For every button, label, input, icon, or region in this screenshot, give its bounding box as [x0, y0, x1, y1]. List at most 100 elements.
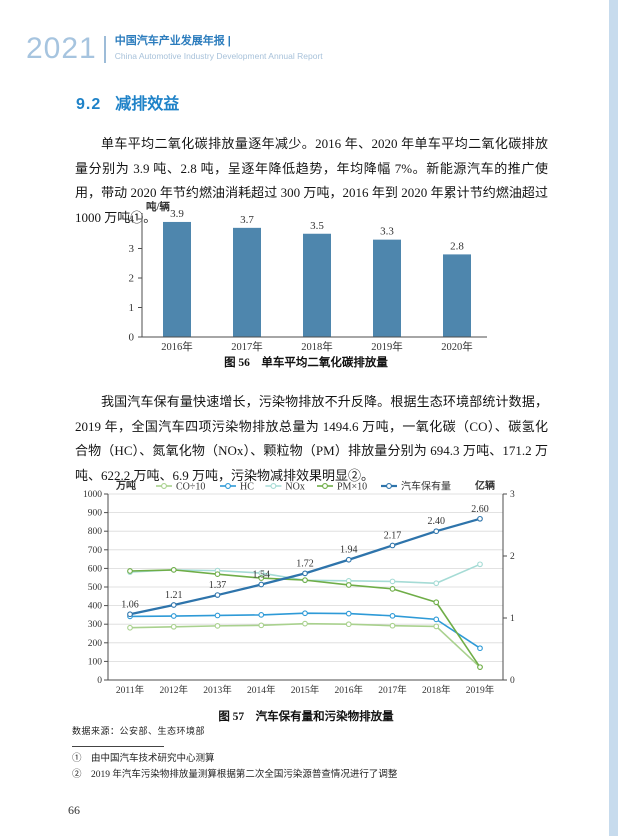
section-number: 9.2 — [76, 96, 102, 113]
data-point — [170, 602, 177, 608]
bar-x-label: 2019年 — [371, 340, 403, 352]
figure-56-caption: 图 56 单车平均二氧化碳排放量 — [224, 357, 388, 369]
data-point — [477, 561, 483, 568]
line-x-label: 2011年 — [116, 684, 145, 696]
right-tick-label: 2 — [510, 552, 515, 562]
data-point — [433, 580, 440, 587]
bar-unit-label: 吨/辆 — [146, 200, 170, 213]
data-point-label: 2.60 — [471, 504, 489, 515]
section-title: 减排效益 — [115, 96, 180, 113]
data-point-label: 1.54 — [253, 570, 271, 581]
footnote-separator — [72, 746, 164, 747]
left-tick-label: 100 — [88, 657, 103, 667]
data-point-label: 1.06 — [121, 599, 139, 610]
data-point — [258, 581, 265, 588]
data-point — [302, 570, 308, 577]
line-x-label: 2018年 — [422, 684, 451, 696]
line-chart-figure-57: CO÷10 HC NOx PM×10 汽车保有量 0 100 200 300 400 500 600 7… — [83, 480, 515, 696]
data-point — [127, 624, 133, 631]
data-point — [433, 528, 440, 535]
legend-marker — [386, 483, 392, 489]
data-point — [433, 623, 440, 630]
right-tick-label: 1 — [510, 614, 515, 624]
data-point-label: 1.72 — [296, 558, 314, 569]
legend-marker — [161, 483, 167, 489]
left-tick-label: 300 — [88, 620, 103, 630]
bar — [443, 254, 471, 337]
bar-x-label: 2020年 — [441, 340, 473, 352]
report-title-en: China Automotive Industry Development An… — [114, 51, 323, 61]
bar — [233, 227, 261, 337]
line-x-label: 2012年 — [159, 684, 188, 696]
section-heading: 9.2 减排效益 — [76, 90, 179, 114]
bar-chart-figure-56: 吨/辆 0 1 2 3 4 3.9 2016年 3.7 2017年 3.5 2018年 3.3 2019年… — [129, 200, 487, 352]
left-tick-label: 500 — [88, 583, 103, 593]
paragraph-co2: 单车平均二氧化碳排放量逐年减少。2016 年、2020 年单车平均二氧化碳排放量… — [75, 136, 548, 225]
header-year: 2021 — [26, 32, 97, 65]
left-tick-label: 1000 — [83, 490, 102, 500]
left-axis-title: 万吨 — [115, 480, 136, 492]
data-point — [477, 645, 483, 652]
bar-x-label: 2018年 — [301, 340, 333, 352]
header-titles: 中国汽车产业发展年报 | China Automotive Industry D… — [115, 35, 323, 62]
data-point — [389, 542, 396, 549]
line-x-label: 2017年 — [378, 684, 407, 696]
right-tick-label: 3 — [510, 490, 515, 500]
bar-x-label: 2017年 — [231, 340, 263, 352]
legend-marker — [225, 483, 231, 489]
paragraph-pollutants: 我国汽车保有量快速增长，污染物排放不升反降。根据生态环境部统计数据，2019 年… — [75, 394, 548, 483]
page-header: 2021 中国汽车产业发展年报 | China Automotive Indus… — [26, 34, 323, 64]
data-point-label: 2.17 — [384, 530, 402, 541]
right-tick-label: 0 — [510, 676, 515, 686]
data-point — [214, 623, 221, 629]
data-point — [302, 610, 308, 617]
legend-label: PM×10 — [337, 482, 367, 493]
bar-value-label: 3.7 — [240, 214, 254, 226]
bar-value-label: 3.3 — [380, 226, 394, 238]
data-point — [170, 567, 177, 573]
data-point — [345, 556, 352, 563]
left-tick-label: 900 — [88, 509, 103, 519]
data-point-label: 2.40 — [428, 516, 446, 527]
bar — [373, 239, 401, 337]
figure-57-caption: 图 57 汽车保有量和污染物排放量 — [218, 711, 394, 723]
legend-marker — [270, 483, 277, 489]
footnotes: ① 由中国汽车技术研究中心测算 ② 2019 年汽车污染物排放量测算根据第二次全… — [72, 751, 397, 783]
left-tick-label: 200 — [88, 639, 103, 649]
data-point — [477, 664, 483, 671]
bar-value-label: 3.5 — [310, 220, 324, 232]
right-axis-title: 亿辆 — [475, 480, 495, 492]
page-edge-band — [609, 0, 618, 836]
data-point — [214, 592, 221, 598]
series-line — [129, 622, 481, 668]
line-x-label: 2016年 — [334, 684, 363, 696]
legend-label: CO÷10 — [176, 482, 205, 493]
data-point — [433, 599, 440, 606]
left-tick-label: 800 — [88, 527, 103, 537]
bar — [303, 233, 331, 337]
left-tick-label: 700 — [88, 546, 103, 556]
bar-value-label: 3.9 — [170, 208, 184, 220]
bar-y-tick-label: 1 — [129, 302, 135, 314]
data-point — [477, 515, 483, 522]
bar-y-tick-label: 0 — [129, 332, 135, 344]
left-tick-label: 400 — [88, 602, 103, 612]
legend-label: 汽车保有量 — [401, 480, 451, 493]
line-x-label: 2014年 — [247, 684, 276, 696]
line-x-label: 2019年 — [466, 684, 495, 696]
data-point — [170, 613, 177, 619]
data-point — [345, 610, 352, 617]
header-divider — [103, 36, 106, 63]
data-point — [389, 622, 396, 629]
bar-x-label: 2016年 — [161, 340, 193, 352]
legend-label: HC — [240, 482, 254, 493]
data-source-note: 数据来源：公安部、生态环境部 — [72, 726, 206, 736]
data-point — [214, 612, 221, 619]
data-point — [302, 577, 308, 583]
data-point — [258, 612, 265, 618]
bar — [163, 221, 191, 337]
line-x-label: 2013年 — [203, 684, 232, 696]
left-tick-label: 600 — [88, 564, 103, 574]
data-point-label: 1.37 — [209, 580, 227, 591]
